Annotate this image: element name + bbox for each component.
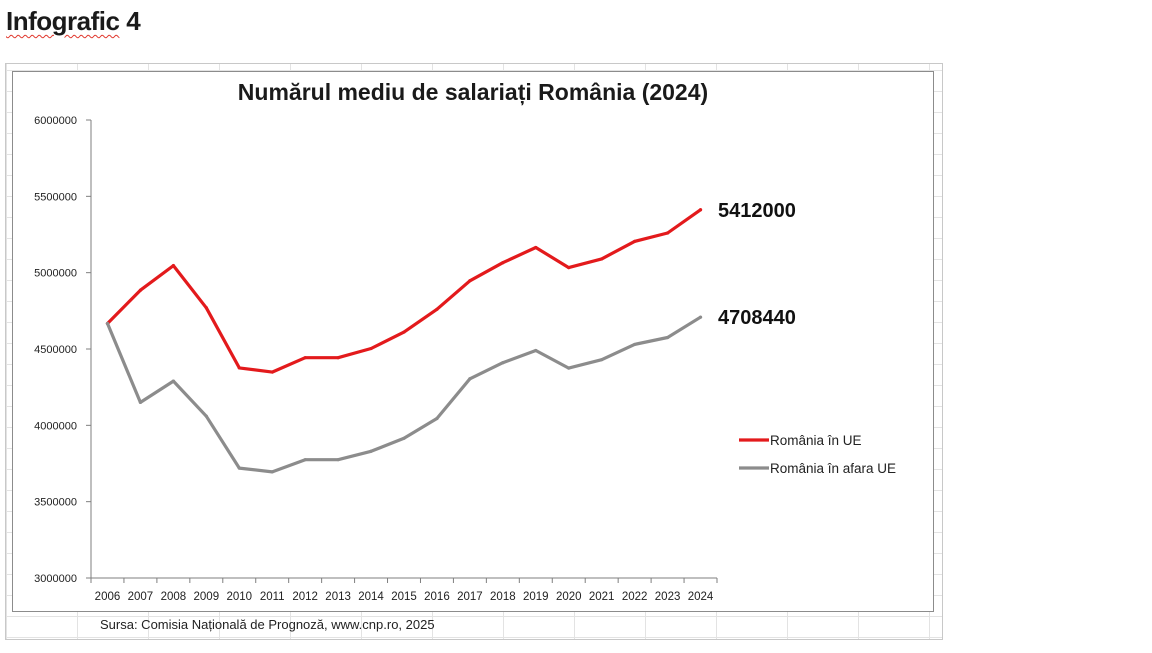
- legend-label: România în afara UE: [770, 461, 896, 476]
- data-point: [336, 356, 340, 360]
- end-value-label: 4708440: [718, 307, 796, 329]
- data-point: [698, 208, 703, 212]
- data-point: [435, 307, 439, 311]
- x-tick-label: 2012: [292, 591, 318, 603]
- data-point: [600, 358, 604, 362]
- legend-label: România în UE: [770, 433, 862, 448]
- x-tick-label: 2017: [457, 591, 483, 603]
- y-tick-label: 5000000: [34, 268, 77, 280]
- data-point: [534, 348, 538, 353]
- data-point: [402, 436, 406, 440]
- x-tick-label: 2013: [325, 591, 351, 603]
- series-line-1: [105, 208, 703, 374]
- x-tick-label: 2014: [358, 591, 384, 603]
- data-point: [633, 239, 637, 243]
- data-point: [534, 245, 538, 250]
- data-point: [369, 346, 373, 351]
- x-tick-label: 2021: [589, 591, 615, 603]
- chart-frame[interactable]: 3000000 3500000 4000000 4500000 5000000 55000…: [12, 71, 934, 612]
- y-tick-label: 3000000: [34, 573, 77, 585]
- x-tick-label: 2020: [556, 591, 582, 603]
- data-point: [567, 266, 571, 270]
- data-point: [138, 288, 143, 292]
- y-tick-label: 4500000: [34, 344, 77, 356]
- x-tick-label: 2008: [161, 591, 187, 603]
- data-point: [204, 414, 208, 418]
- x-tick-label: 2023: [655, 591, 681, 603]
- data-point: [633, 342, 637, 347]
- data-point: [171, 264, 175, 268]
- data-point: [303, 356, 307, 360]
- page-heading-number: 4: [126, 6, 141, 36]
- y-tick-label: 4000000: [34, 420, 77, 432]
- series-line-2: [105, 315, 703, 474]
- data-point: [237, 366, 241, 370]
- x-tick-label: 2015: [391, 591, 417, 603]
- data-point: [303, 458, 307, 462]
- y-tick-label: 5500000: [34, 191, 77, 203]
- data-point: [237, 466, 241, 470]
- data-point: [270, 470, 274, 474]
- data-point: [698, 315, 703, 319]
- data-point: [105, 321, 110, 326]
- page-heading: Infografic 4: [6, 6, 141, 37]
- data-point: [138, 400, 143, 405]
- line-chart: 3000000 3500000 4000000 4500000 5000000 55000…: [34, 115, 896, 603]
- data-point: [501, 361, 505, 365]
- spreadsheet-area: 3000000 3500000 4000000 4500000 5000000 55000…: [5, 63, 943, 640]
- data-point: [468, 279, 472, 283]
- source-note: Sursa: Comisia Națională de Prognoză, ww…: [100, 617, 435, 632]
- x-tick-label: 2024: [688, 591, 714, 603]
- data-point: [501, 261, 505, 265]
- x-tick-label: 2018: [490, 591, 516, 603]
- data-point: [665, 231, 670, 235]
- data-point: [402, 330, 406, 334]
- x-tick-label: 2011: [260, 591, 285, 603]
- data-point: [435, 416, 439, 421]
- x-tick-label: 2022: [622, 591, 648, 603]
- end-value-label: 5412000: [718, 200, 796, 222]
- data-point: [336, 458, 340, 462]
- y-tick-label: 6000000: [34, 115, 77, 127]
- data-point: [468, 377, 472, 381]
- data-point: [204, 306, 208, 310]
- data-point: [369, 449, 373, 453]
- data-point: [270, 370, 274, 374]
- data-point: [665, 335, 670, 340]
- x-tick-label: 2007: [128, 591, 154, 603]
- chart-title: Numărul mediu de salariați România (2024…: [237, 79, 709, 105]
- y-tick-label: 3500000: [34, 497, 77, 509]
- data-point: [600, 257, 604, 261]
- x-tick-label: 2009: [194, 591, 220, 603]
- data-point: [171, 379, 175, 383]
- x-tick-label: 2016: [424, 591, 450, 603]
- page-heading-word: Infografic: [6, 6, 120, 36]
- x-tick-label: 2019: [523, 591, 549, 603]
- data-point: [567, 366, 571, 370]
- x-tick-label: 2006: [95, 591, 121, 603]
- x-tick-label: 2010: [226, 591, 252, 603]
